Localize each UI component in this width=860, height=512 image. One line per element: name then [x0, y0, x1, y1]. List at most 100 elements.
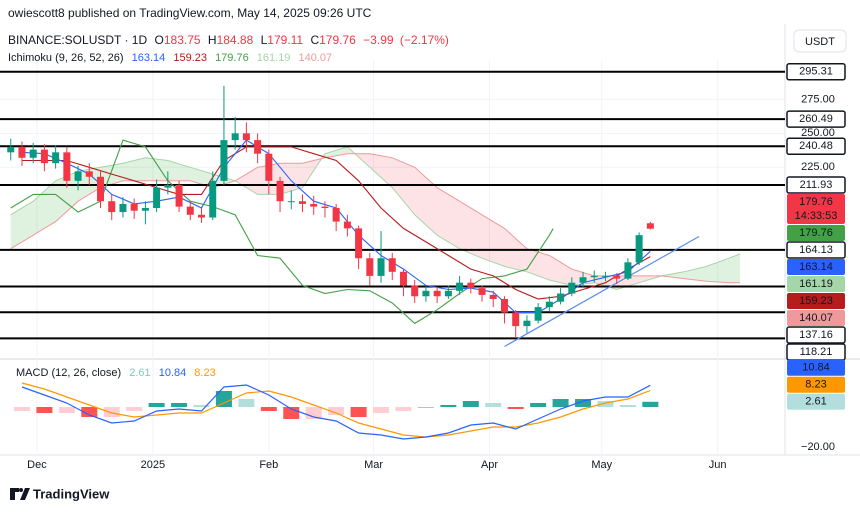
chikou-value: 179.76	[215, 52, 249, 64]
candle-body	[343, 221, 351, 229]
publisher-line: owiescott8 published on TradingView.com,…	[8, 6, 372, 20]
candle-body	[276, 180, 284, 202]
cloud-segment	[167, 160, 191, 181]
price-tag-box	[786, 326, 846, 344]
candle-body	[298, 201, 306, 204]
candle-body	[287, 201, 295, 203]
cloud-segment	[100, 163, 123, 188]
candle-body	[74, 171, 82, 181]
change-value: −3.99	[363, 33, 394, 47]
x-tick-label: 2025	[141, 459, 165, 471]
symbol: BINANCE:SOLUSDT · 1D	[8, 33, 147, 47]
candle-body	[366, 258, 374, 276]
price-tag-label: 14:33:53	[795, 210, 838, 222]
close-label: C	[310, 33, 319, 47]
candle-body	[265, 153, 273, 181]
histogram-bar	[260, 407, 277, 411]
candle-body	[231, 133, 239, 141]
histogram-bar	[58, 407, 75, 413]
histogram-bar	[81, 407, 98, 417]
candle-body	[310, 203, 318, 207]
macd-pane	[13, 382, 659, 440]
cloud-segment	[190, 167, 213, 188]
candle-body	[332, 208, 340, 222]
candle-body	[624, 262, 632, 279]
candle-body	[209, 180, 217, 218]
histogram-bar	[440, 405, 457, 407]
candle-body	[399, 271, 407, 286]
candle-body	[478, 288, 486, 295]
histogram-bar	[485, 403, 502, 407]
candle-body	[646, 223, 654, 229]
histogram-bar	[350, 407, 367, 417]
candle-body	[186, 206, 194, 215]
x-tick-label: May	[591, 459, 612, 471]
price-tag-label: 179.76	[799, 196, 833, 208]
trend-line	[504, 235, 700, 348]
candle-body	[467, 282, 475, 289]
candle-body	[40, 149, 48, 164]
histogram-bar	[36, 407, 53, 413]
cloud-segment	[392, 157, 415, 215]
candle-body	[242, 133, 250, 141]
macd-value: 10.84	[159, 367, 187, 379]
ichimoku-legend: Ichimoku (9, 26, 52, 26) 163.14 159.23 1…	[8, 52, 332, 64]
cloud-segment	[437, 187, 460, 249]
currency-button-box[interactable]	[793, 29, 847, 53]
cloud-segment	[482, 214, 505, 267]
price-tag-label: 140.07	[799, 312, 833, 324]
price-tag-label: 240.48	[799, 140, 833, 152]
price-tag-label: 211.93	[800, 179, 833, 191]
ichimoku-name: Ichimoku (9, 26, 52, 26)	[8, 52, 124, 64]
price-tag-label: 163.14	[799, 261, 833, 273]
cloud-segment	[145, 157, 168, 181]
price-tag-box	[786, 241, 846, 259]
cloud-segment	[526, 248, 550, 280]
candle-body	[557, 293, 565, 302]
histogram-bar	[575, 399, 592, 407]
price-tag-box	[787, 259, 845, 276]
cloud-segment	[235, 167, 258, 195]
grid-layer	[0, 60, 785, 455]
open-label: O	[155, 33, 164, 47]
price-tag-box	[787, 310, 845, 327]
price-tag-box	[787, 194, 845, 225]
price-tag-label: 118.21	[800, 346, 833, 358]
price-tag-box	[787, 276, 845, 293]
candle-body	[545, 301, 553, 308]
cloud-segment	[10, 201, 34, 249]
candle-body	[489, 294, 497, 299]
histogram-bar	[13, 407, 30, 411]
price-tag-label: 295.31	[799, 66, 833, 78]
candle-body	[18, 146, 26, 158]
price-tag-box	[786, 137, 846, 155]
candle-body	[220, 140, 228, 181]
logo-icon	[10, 488, 30, 500]
price-tag-label: 179.76	[799, 227, 833, 239]
candle-body	[579, 277, 587, 283]
price-tag-box	[787, 376, 845, 393]
symbol-legend: BINANCE:SOLUSDT · 1D O183.75 H184.88 L17…	[8, 33, 449, 47]
price-tag-label: 161.19	[799, 278, 833, 290]
indicator-line	[21, 384, 651, 440]
currency-button[interactable]: USDT	[793, 29, 847, 53]
currency-button-label[interactable]: USDT	[805, 36, 835, 48]
candle-body	[568, 282, 576, 294]
x-tick-label: Apr	[481, 459, 498, 471]
price-pane	[0, 70, 785, 348]
price-tag-label: 10.84	[802, 362, 830, 374]
cloud-segment	[123, 157, 146, 181]
y-tick-label: −20.00	[801, 441, 835, 453]
candle-body	[523, 320, 531, 327]
cloud-segment	[459, 201, 482, 259]
histogram-bar	[373, 407, 390, 413]
cloud-segment	[324, 146, 348, 158]
histogram-bar	[328, 407, 345, 415]
x-tick-label: Feb	[259, 459, 278, 471]
high-value: 184.88	[217, 33, 254, 47]
candle-body	[601, 275, 609, 277]
legend-block: BINANCE:SOLUSDT · 1D O183.75 H184.88 L17…	[8, 33, 449, 379]
price-tag-label: 159.23	[799, 295, 833, 307]
price-tag-box	[787, 293, 845, 310]
